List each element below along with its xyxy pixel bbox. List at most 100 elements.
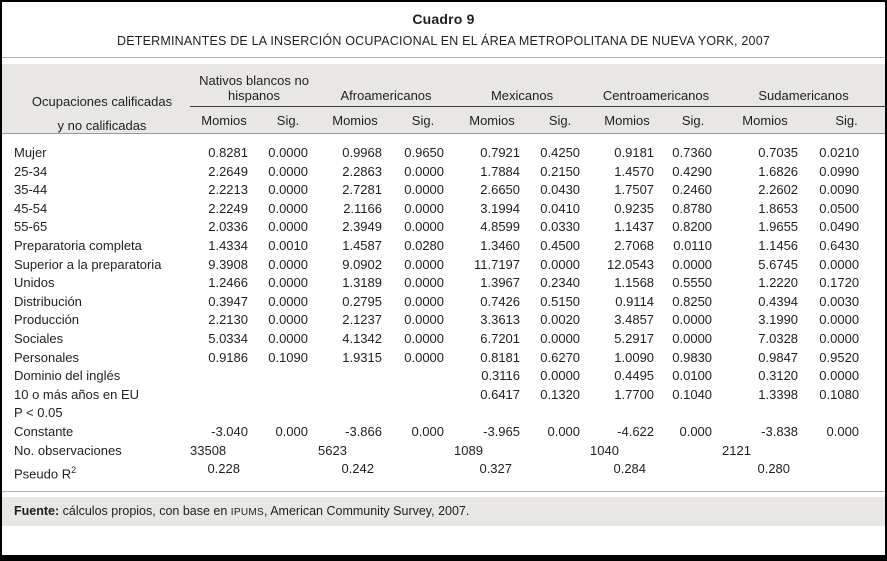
cell-value: 0.8281: [208, 145, 248, 160]
cell-value: 12.0543: [607, 256, 655, 272]
source-note: Fuente: cálculos propios, con base en IP…: [2, 496, 885, 526]
cell-value: 2.3949: [342, 219, 382, 235]
cell-value: [590, 404, 664, 423]
cell-value: 3.3613: [480, 312, 521, 328]
cell-value: 0.7360: [672, 145, 713, 160]
cell-value: 0.1040: [672, 386, 713, 402]
pseudo-r2-value: 0.242: [341, 461, 374, 477]
cell-value: 1.6826: [758, 163, 799, 179]
cell-value: [190, 404, 258, 423]
table-row: Unidos 1.2466 0.0000 1.3189 0.0000 1.3967 0.23…: [2, 274, 885, 293]
cell-value: 0.4290: [672, 163, 713, 179]
empty-cell: [808, 460, 885, 485]
row-header-line2: y no calificadas: [57, 118, 147, 133]
cell-value: 0.7921: [480, 145, 521, 160]
cell-value: 7.0328: [758, 330, 799, 346]
cell-value: 0.000: [679, 423, 713, 439]
cell-value: 1.1437: [614, 219, 655, 235]
col-header-sig: Sig.: [258, 106, 318, 134]
cell-value: [318, 404, 392, 423]
row-label: No. observaciones: [14, 442, 122, 458]
pseudo-r2-value: 0.280: [757, 461, 791, 477]
cell-value: 0.9650: [404, 145, 445, 160]
cell-value: 2.0336: [208, 219, 248, 235]
bottom-rule: [2, 490, 885, 492]
cell-value: 0.0000: [404, 293, 445, 309]
row-label: Superior a la preparatoria: [14, 256, 162, 272]
group-header-nativos: Nativos blancos no hispanos: [190, 64, 318, 107]
cell-value: 0.2460: [672, 182, 713, 198]
row-label: Dominio del inglés: [14, 368, 121, 384]
cell-value: -3.040: [211, 423, 248, 439]
obs-value: 1089: [454, 442, 483, 458]
cell-value: 0.0000: [268, 200, 308, 216]
cell-value: 0.7426: [480, 293, 521, 309]
cell-value: 0.0000: [404, 349, 445, 365]
cell-value: 0.000: [275, 423, 308, 439]
cell-value: 0.0000: [404, 200, 445, 216]
row-label: Unidos: [14, 275, 55, 291]
cell-value: 0.0030: [819, 293, 860, 309]
cell-value: [318, 367, 392, 386]
cell-value: 0.0000: [404, 256, 445, 272]
cell-value: 0.0000: [268, 163, 308, 179]
col-header-sig: Sig.: [392, 106, 455, 134]
row-label: 55-65: [14, 219, 48, 235]
pseudo-r2-value: 0.228: [207, 461, 240, 477]
cell-value: 0.4394: [758, 293, 799, 309]
table-row: 45-54 2.2249 0.0000 2.1166 0.0000 3.1994 0.041…: [2, 200, 885, 219]
col-header-momios: Momios: [318, 106, 392, 134]
cell-value: 1.1568: [614, 275, 655, 291]
col-header-sig: Sig.: [530, 106, 591, 134]
cell-value: 0.0000: [268, 275, 308, 291]
cell-value: 1.2466: [208, 275, 248, 291]
obs-value: 1040: [590, 442, 619, 458]
cell-value: 0.0280: [404, 237, 445, 253]
cell-value: 3.1994: [480, 200, 521, 216]
cell-value: 2.6650: [480, 182, 521, 198]
cell-value: [722, 404, 808, 423]
col-header-sig: Sig.: [664, 106, 723, 134]
col-header-momios: Momios: [190, 106, 258, 134]
cell-value: 1.3967: [480, 275, 521, 291]
row-label: 25-34: [14, 163, 48, 179]
cell-value: 0.0430: [540, 182, 581, 198]
table-row: 25-34 2.2649 0.0000 2.2863 0.0000 1.7884 0.215…: [2, 163, 885, 182]
col-header-momios: Momios: [590, 106, 665, 134]
cell-value: 2.7068: [614, 237, 655, 253]
group-header-centroamericanos: Centroamericanos: [590, 64, 723, 107]
cell-value: 0.0000: [404, 219, 445, 235]
cell-value: 9.3908: [208, 256, 248, 272]
top-rule: [2, 57, 885, 58]
row-label: P < 0.05: [14, 405, 63, 421]
cell-value: 0.9186: [208, 349, 248, 365]
cell-value: 0.2340: [540, 275, 581, 291]
row-label: Mujer: [14, 145, 47, 160]
cell-value: 0.9181: [614, 145, 655, 160]
pseudo-r2-value: 0.284: [613, 461, 647, 477]
cell-value: 0.0090: [819, 182, 860, 198]
cell-value: 2.2649: [208, 163, 248, 179]
cell-value: 0.0000: [540, 256, 581, 272]
table-row: Constante -3.040 0.000 -3.866 0.000 -3.965 0.0…: [2, 423, 885, 442]
table-row: Mujer 0.8281 0.0000 0.9968 0.9650 0.7921 0.425…: [2, 134, 885, 163]
cell-value: 4.1342: [342, 330, 382, 346]
cell-value: -3.965: [483, 423, 521, 439]
cell-value: [808, 404, 885, 423]
table-row: Preparatoria completa 1.4334 0.0010 1.4587 0…: [2, 237, 885, 256]
cell-value: [392, 386, 454, 405]
cell-value: 0.0000: [404, 330, 445, 346]
table-row: Dominio del inglés 0.3116 0.0000 0.4495 0.01…: [2, 367, 885, 386]
cell-value: 0.1320: [540, 386, 581, 402]
cell-value: [454, 404, 530, 423]
row-label: Distribución: [14, 293, 82, 309]
source-ipums: IPUMS: [230, 506, 264, 518]
group-header-row: Ocupaciones calificadas y no calificadas…: [2, 64, 885, 134]
regression-table: Ocupaciones calificadas y no calificadas…: [2, 64, 885, 485]
cell-value: 4.8599: [480, 219, 521, 235]
obs-value: 2121: [722, 442, 751, 458]
cell-value: 0.0000: [672, 330, 713, 346]
cell-value: [392, 367, 454, 386]
cell-value: 0.0000: [672, 256, 713, 272]
table-subtitle: DETERMINANTES DE LA INSERCIÓN OCUPACIONA…: [116, 34, 770, 48]
